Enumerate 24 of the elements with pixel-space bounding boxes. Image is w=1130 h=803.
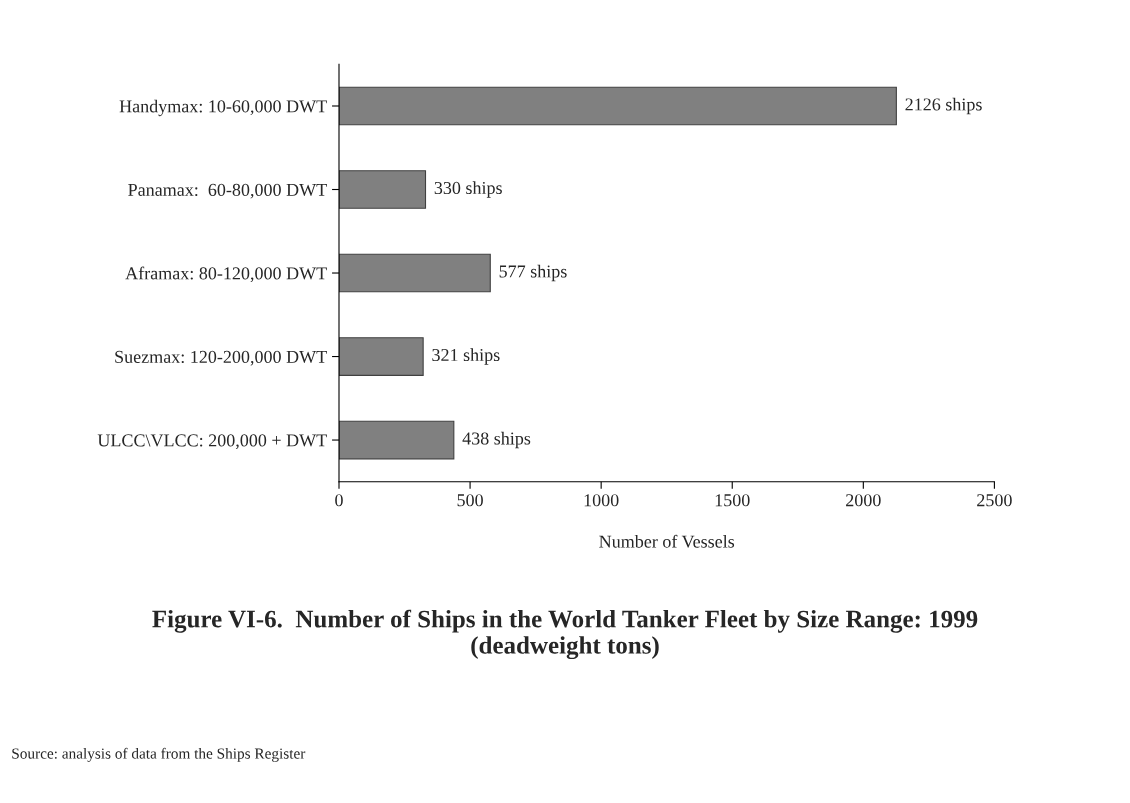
x-tick-label: 2000	[846, 494, 881, 507]
x-axis-title: Number of Vessels	[599, 534, 735, 548]
text: Figure VI-6. Number of Ships in the World Tanker Fleet by Size Range: 1999 (deadweight tons)	[152, 609, 978, 660]
x-tick-label: 1000	[584, 494, 619, 507]
bar	[339, 253, 491, 293]
bar	[339, 86, 897, 126]
x-tick-label: 500	[457, 494, 483, 507]
data-label: 438 ships	[462, 431, 531, 449]
x-tick-label: 2500	[977, 494, 1012, 507]
bar	[339, 170, 427, 209]
x-tick-label: 0	[335, 494, 343, 507]
y-tick-label: ULCC\VLCC: 200,000 + DWT	[97, 434, 327, 450]
bar	[339, 420, 455, 460]
x-tick-label: 1500	[715, 494, 750, 507]
data-label: 321 ships	[432, 348, 500, 365]
y-tick-label: Panamax: 60-80,000 DWT	[128, 183, 327, 199]
data-label: 2126 ships	[905, 97, 982, 115]
y-tick-label: Suezmax: 120-200,000 DWT	[115, 350, 327, 366]
y-tick-label: Handymax: 10-60,000 DWT	[119, 99, 327, 117]
bar	[339, 337, 424, 376]
source-note: Source: analysis of data from the Ships Register	[12, 747, 306, 762]
data-label: 577 ships	[499, 264, 567, 282]
y-tick-label: Aframax: 80-120,000 DWT	[125, 266, 327, 283]
data-label: 330 ships	[434, 181, 502, 198]
